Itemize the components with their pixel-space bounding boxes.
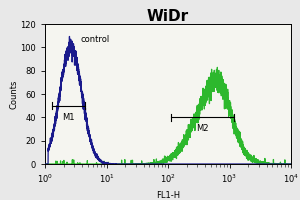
X-axis label: FL1-H: FL1-H [156,191,180,200]
Text: control: control [81,35,110,44]
Y-axis label: Counts: Counts [10,79,19,109]
Text: M2: M2 [196,124,209,133]
Text: M1: M1 [62,113,75,122]
Title: WiDr: WiDr [147,9,189,24]
